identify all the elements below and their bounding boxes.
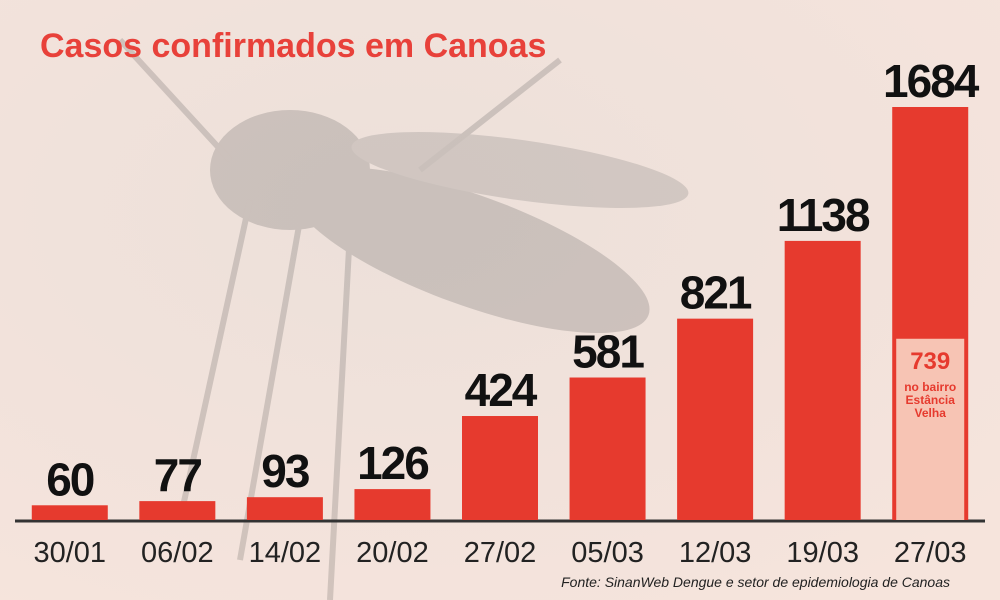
value-label: 424 bbox=[465, 364, 538, 416]
value-label: 581 bbox=[572, 326, 644, 378]
bar bbox=[246, 497, 323, 520]
bar bbox=[139, 501, 216, 520]
x-tick-label: 19/03 bbox=[786, 537, 859, 569]
value-label: 1684 bbox=[883, 55, 980, 107]
value-label: 77 bbox=[154, 449, 202, 501]
source-note: Fonte: SinanWeb Dengue e setor de epidem… bbox=[561, 574, 950, 590]
bar bbox=[354, 489, 431, 520]
highlight-bar bbox=[896, 338, 965, 520]
x-tick-label: 06/02 bbox=[141, 537, 214, 569]
x-tick-label: 27/02 bbox=[464, 537, 537, 569]
chart-title: Casos confirmados em Canoas bbox=[40, 27, 546, 65]
x-tick-label: 20/02 bbox=[356, 537, 429, 569]
value-label: 60 bbox=[46, 453, 94, 505]
x-tick-label: 30/01 bbox=[33, 537, 106, 569]
bar bbox=[569, 377, 646, 520]
bar bbox=[677, 318, 754, 520]
bar bbox=[31, 505, 108, 520]
bar bbox=[784, 240, 861, 520]
x-tick-label: 14/02 bbox=[249, 537, 322, 569]
bar bbox=[462, 416, 538, 520]
x-tick-label: 12/03 bbox=[679, 537, 752, 569]
x-tick-label: 05/03 bbox=[571, 537, 644, 569]
value-label: 1138 bbox=[777, 189, 870, 241]
x-tick-label: 27/03 bbox=[894, 537, 967, 569]
value-label: 93 bbox=[261, 445, 309, 497]
highlight-label: no bairro Estância Velha bbox=[904, 379, 957, 420]
value-label: 821 bbox=[680, 267, 752, 319]
value-label: 126 bbox=[357, 437, 428, 489]
mosquito-illustration bbox=[117, 37, 689, 600]
highlight-value: 739 bbox=[910, 348, 950, 375]
